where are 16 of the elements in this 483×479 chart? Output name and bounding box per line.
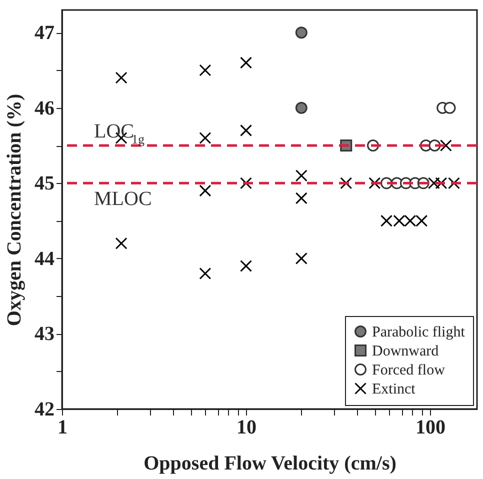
x-tick-label: 10 xyxy=(236,416,257,438)
legend-label: Downward xyxy=(372,344,440,360)
y-tick-label: 46 xyxy=(34,97,54,120)
y-tick-label: 42 xyxy=(34,398,54,420)
x-axis-title: Opposed Flow Velocity (cm/s) xyxy=(144,452,396,474)
legend-label: Forced flow xyxy=(372,362,446,378)
legend-label: Extinct xyxy=(372,382,416,398)
y-tick-label: 43 xyxy=(34,323,54,346)
x-tick-label: 100 xyxy=(416,416,446,438)
y-tick-label: 45 xyxy=(34,172,54,195)
x-tick-label: 1 xyxy=(58,416,68,438)
y-tick-label: 47 xyxy=(34,22,54,44)
ref-line-label: MLOC xyxy=(94,188,152,210)
y-tick-label: 44 xyxy=(34,248,54,270)
y-axis-title: Oxygen Concentration (%) xyxy=(4,94,26,326)
legend-label: Parabolic flight xyxy=(372,324,466,340)
